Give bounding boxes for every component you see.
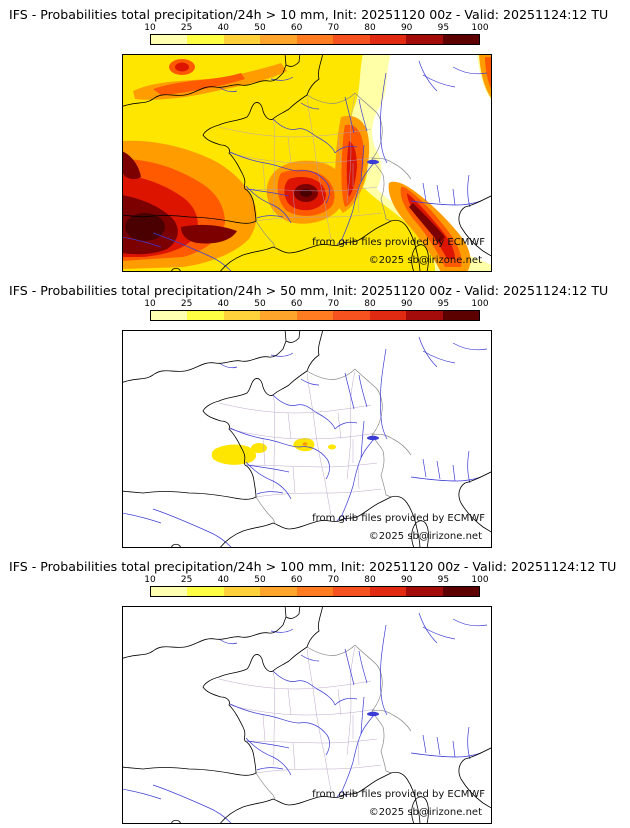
copyright-note: ©2025 sb@irizone.net: [368, 255, 482, 266]
map-frame-50mm: from grib files provided by ECMWF ©2025 …: [122, 330, 492, 548]
colorbar-tick-label: 10: [144, 23, 156, 33]
colorbar-segment: [406, 311, 443, 320]
colorbar-tick-label: 40: [217, 575, 230, 585]
colorbar-tick-label: 50: [254, 299, 266, 309]
colorbar-segment: [151, 587, 188, 596]
colorbar-segment: [442, 35, 479, 44]
colorbar-tick-label: 10: [144, 299, 156, 309]
colorbar-tick-label: 80: [364, 299, 376, 309]
colorbar-tick-label: 100: [471, 23, 489, 33]
colorbar-segment: [369, 35, 407, 44]
colorbar-tick-label: 60: [290, 575, 303, 585]
colorbar-segment: [296, 35, 334, 44]
colorbar-tick-label: 60: [290, 23, 303, 33]
colorbar-tick-label: 90: [400, 575, 413, 585]
colorbar-tick-label: 25: [180, 575, 193, 585]
colorbar-segment: [369, 587, 407, 596]
colorbar-tick-label: 25: [180, 299, 193, 309]
colorbar-segment: [333, 587, 370, 596]
colorbar-segment: [369, 311, 407, 320]
panel-title: IFS - Probabilities total precipitation/…: [9, 283, 609, 298]
map-frame-100mm: from grib files provided by ECMWF ©2025 …: [122, 606, 492, 824]
colorbar-tick-labels: 10 25 40 50 60 70 80 90 95 100: [144, 575, 488, 586]
colorbar-tick-label: 70: [327, 299, 340, 309]
colorbar-gradient: [150, 586, 480, 597]
colorbar-tick-label: 80: [364, 23, 376, 33]
colorbar-tick-label: 80: [364, 575, 376, 585]
colorbar-segment: [151, 311, 188, 320]
colorbar-tick-label: 95: [437, 575, 450, 585]
data-source-note: from grib files provided by ECMWF: [312, 513, 485, 524]
copyright-note: ©2025 sb@irizone.net: [368, 807, 482, 818]
colorbar-tick-label: 50: [254, 575, 266, 585]
colorbar-tick-label: 95: [437, 23, 450, 33]
colorbar-segment: [187, 35, 224, 44]
colorbar: 10 25 40 50 60 70 80 90 95 100: [144, 575, 489, 597]
copyright-note: ©2025 sb@irizone.net: [368, 531, 482, 542]
colorbar-segment: [223, 311, 261, 320]
colorbar-tick-label: 100: [471, 575, 489, 585]
panel-title: IFS - Probabilities total precipitation/…: [9, 559, 617, 574]
map-france-50mm: [123, 331, 491, 547]
colorbar-tick-label: 50: [254, 23, 266, 33]
colorbar-tick-label: 95: [437, 299, 450, 309]
colorbar-segment: [442, 587, 479, 596]
colorbar-segment: [442, 311, 479, 320]
panel-precip-gt-100mm: IFS - Probabilities total precipitation/…: [0, 552, 630, 828]
colorbar-tick-label: 25: [180, 23, 193, 33]
colorbar-tick-label: 10: [144, 575, 156, 585]
colorbar: 10 25 40 50 60 70 80 90 95 100: [144, 23, 489, 45]
panel-precip-gt-10mm: IFS - Probabilities total precipitation/…: [0, 0, 630, 276]
colorbar-tick-label: 90: [400, 299, 413, 309]
colorbar-segment: [296, 587, 334, 596]
colorbar-tick-label: 70: [327, 23, 340, 33]
colorbar-segment: [406, 587, 443, 596]
panel-precip-gt-50mm: IFS - Probabilities total precipitation/…: [0, 276, 630, 552]
map-frame-10mm: from grib files provided by ECMWF ©2025 …: [122, 54, 492, 272]
colorbar-gradient: [150, 34, 480, 45]
colorbar-segment: [333, 311, 370, 320]
panel-title: IFS - Probabilities total precipitation/…: [9, 7, 609, 22]
colorbar-tick-label: 60: [290, 299, 303, 309]
probability-shading-10mm: [123, 55, 491, 271]
colorbar-segment: [260, 311, 297, 320]
map-france-10mm: [123, 55, 491, 271]
colorbar-tick-label: 70: [327, 575, 340, 585]
data-source-note: from grib files provided by ECMWF: [312, 789, 485, 800]
colorbar: 10 25 40 50 60 70 80 90 95 100: [144, 299, 489, 321]
colorbar-segment: [296, 311, 334, 320]
colorbar-gradient: [150, 310, 480, 321]
colorbar-segment: [333, 35, 370, 44]
colorbar-tick-labels: 10 25 40 50 60 70 80 90 95 100: [144, 23, 488, 34]
colorbar-segment: [406, 35, 443, 44]
data-source-note: from grib files provided by ECMWF: [312, 237, 485, 248]
colorbar-segment: [260, 587, 297, 596]
colorbar-segment: [151, 35, 188, 44]
colorbar-tick-label: 100: [471, 299, 489, 309]
colorbar-segment: [187, 587, 224, 596]
colorbar-segment: [187, 311, 224, 320]
colorbar-tick-labels: 10 25 40 50 60 70 80 90 95 100: [144, 299, 488, 310]
colorbar-tick-label: 40: [217, 299, 230, 309]
colorbar-segment: [223, 35, 261, 44]
colorbar-tick-label: 90: [400, 23, 413, 33]
colorbar-segment: [223, 587, 261, 596]
colorbar-segment: [260, 35, 297, 44]
colorbar-tick-label: 40: [217, 23, 230, 33]
